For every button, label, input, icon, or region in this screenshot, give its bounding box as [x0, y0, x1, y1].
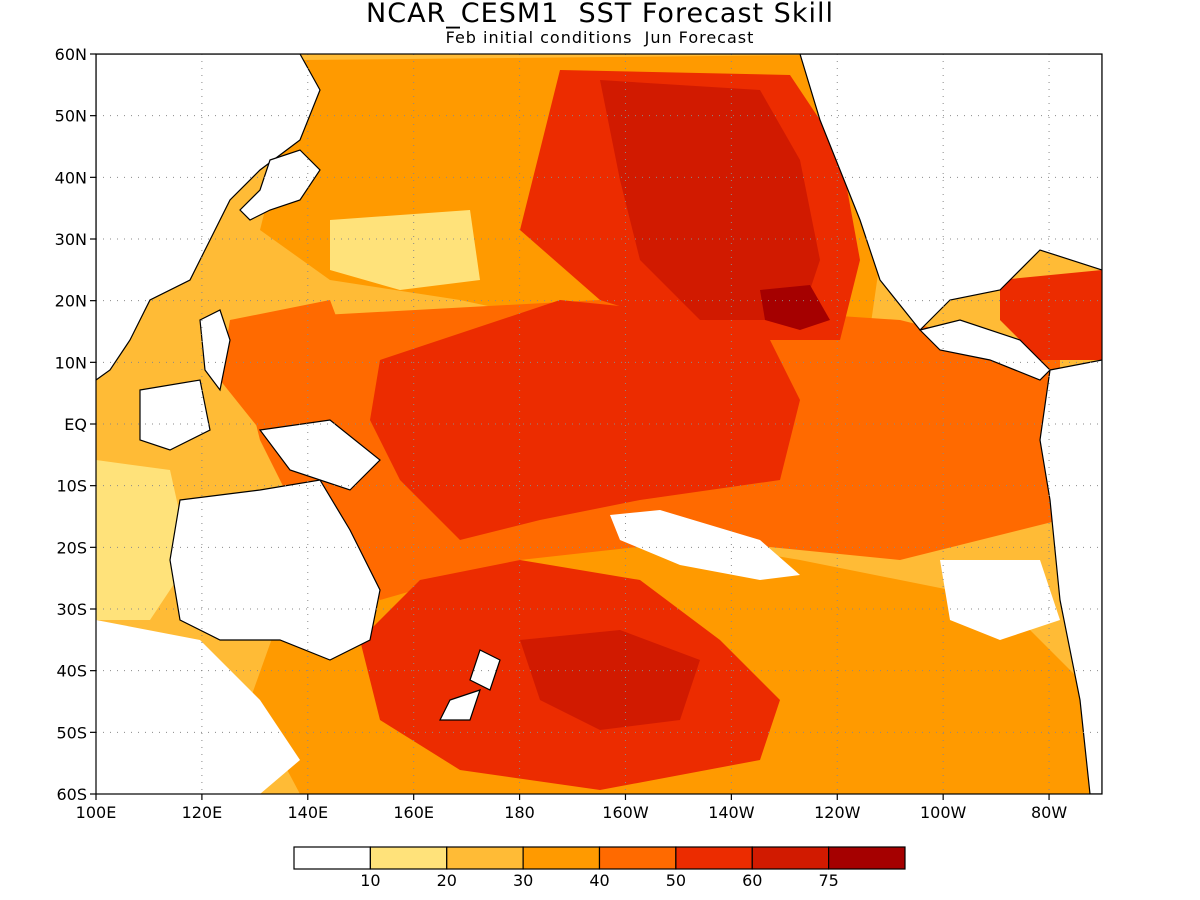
- land-centralamerica: [918, 319, 1051, 381]
- longitude-axis: 100E 120E 140E 160E 180 160W 140W 120W 100W 80W: [76, 794, 1067, 822]
- lat-tick-label: 60S: [56, 785, 87, 804]
- lat-tick-label: EQ: [64, 415, 87, 434]
- lat-tick-label: 40N: [55, 168, 87, 187]
- land-newguinea: [258, 419, 381, 491]
- lon-tick-label: 100E: [76, 803, 117, 822]
- lon-tick-label: 80W: [1031, 803, 1067, 822]
- colorbar-swatch: [598, 846, 677, 870]
- land-asia: [96, 54, 321, 381]
- land-northamerica: [799, 54, 1102, 331]
- latitude-axis: 60N 50N 40N 30N 20N 10N EQ 10S 20S 30S 40S 50S 60S: [55, 45, 96, 804]
- lat-tick-label: 50S: [56, 723, 87, 742]
- colorbar-swatch: [522, 846, 601, 870]
- lon-tick-label: 160W: [602, 803, 649, 822]
- field-southeast-of-newzealand-core: [520, 630, 700, 730]
- lat-tick-label: 20S: [56, 538, 87, 557]
- lat-tick-label: 40S: [56, 662, 87, 681]
- graticule: [96, 54, 1102, 794]
- land-australia: [169, 479, 381, 661]
- land-southamerica: [1039, 359, 1102, 794]
- colorbar-swatch: [293, 846, 371, 870]
- colorbar-tick-label: 60: [742, 871, 762, 890]
- field-low-skill-south-pacific: [610, 510, 800, 580]
- lon-tick-label: 120E: [182, 803, 223, 822]
- lon-tick-label: 160E: [393, 803, 434, 822]
- lat-tick-label: 60N: [55, 45, 87, 64]
- colorbar-tick-label: 50: [666, 871, 686, 890]
- field-hawaii-east-core: [760, 285, 830, 330]
- lat-tick-label: 30N: [55, 230, 87, 249]
- field-low-skill-west-australia: [96, 460, 190, 620]
- lon-tick-label: 140E: [287, 803, 328, 822]
- lat-tick-label: 50N: [55, 107, 87, 126]
- field-low-skill-southeast-pacific: [940, 560, 1060, 640]
- colorbar-tick-label: 75: [818, 871, 838, 890]
- colorbar-tick-label: 10: [360, 871, 380, 890]
- colorbar-swatch: [828, 846, 906, 870]
- colorbar-swatch: [446, 846, 524, 870]
- land-philippines: [199, 309, 231, 392]
- field-west-pacific-warm-pool: [220, 300, 360, 440]
- land-japan: [239, 149, 321, 221]
- colorbar-swatch: [675, 846, 753, 870]
- land-borneo: [139, 379, 211, 451]
- colorbar: 10 20 30 40 50 60 75: [293, 846, 906, 890]
- lon-tick-label: 100W: [920, 803, 967, 822]
- colorbar-swatch: [369, 846, 448, 870]
- lat-tick-label: 10S: [56, 477, 87, 496]
- skill-field: [96, 54, 1102, 794]
- colorbar-tick-label: 20: [437, 871, 457, 890]
- lat-tick-label: 10N: [55, 353, 87, 372]
- field-low-skill-north-pacific: [330, 210, 480, 290]
- field-equatorial-core: [370, 300, 800, 540]
- lat-tick-label: 20N: [55, 292, 87, 311]
- colorbar-tick-label: 30: [513, 871, 533, 890]
- lon-tick-label: 120W: [814, 803, 861, 822]
- field-low-skill-south-indian: [96, 620, 300, 794]
- lon-tick-label: 180: [504, 803, 535, 822]
- lon-tick-label: 140W: [708, 803, 755, 822]
- field-caribbean: [1000, 270, 1102, 360]
- colorbar-tick-label: 40: [589, 871, 609, 890]
- land: [96, 54, 1102, 794]
- lat-tick-label: 30S: [56, 600, 87, 619]
- chart-title: NCAR_CESM1 SST Forecast Skill: [366, 0, 834, 29]
- land-newzealand-north: [469, 649, 501, 691]
- chart-subtitle: Feb initial conditions Jun Forecast: [445, 28, 755, 47]
- land-newzealand-south: [439, 689, 481, 721]
- colorbar-swatch: [751, 846, 830, 870]
- field-northeast-pacific-core: [600, 80, 820, 320]
